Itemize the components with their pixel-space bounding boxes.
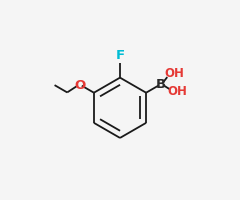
Text: OH: OH [164,67,184,80]
Text: O: O [74,79,85,92]
Text: B: B [156,78,166,91]
Text: OH: OH [167,85,187,98]
Text: F: F [115,49,125,62]
